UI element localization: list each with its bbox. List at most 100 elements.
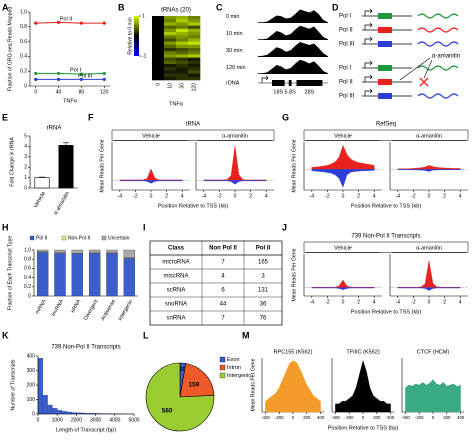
track-label: 120 min: [226, 65, 246, 71]
heat-cell: [188, 70, 201, 74]
x-tick-label: 0: [428, 299, 431, 305]
heat-cell: [152, 60, 165, 65]
y-tick-label: 400: [27, 353, 36, 359]
y-axis-label: Fold Change in rRNA: [9, 137, 15, 187]
y-axis-label: Mean Reads Per Gene: [250, 358, 256, 411]
y-tick-label: 200: [27, 382, 36, 388]
colorbar-label: Relative to 0 min: [127, 17, 133, 54]
drug-label: α-amanitin: [432, 54, 460, 60]
heat-cell: [164, 51, 177, 55]
heat-cell: [188, 60, 201, 65]
bar: [34, 177, 50, 189]
table-cell: 44: [220, 302, 227, 308]
column-label: 120: [191, 83, 197, 92]
heat-cell: [176, 16, 189, 20]
pol-label: Pol I: [339, 14, 351, 20]
x-axis-label: Position Relative to TSS (kb): [351, 309, 421, 315]
column-label: 0: [155, 83, 161, 86]
tss-arrow: [364, 88, 373, 96]
x-axis-label: TNFα: [169, 101, 184, 107]
heat-cell: [188, 44, 201, 49]
facet-title: α-amanitin: [222, 133, 248, 139]
table-header: Non Pol II: [209, 246, 237, 252]
profile-area: [311, 287, 375, 290]
pie-slice: [179, 363, 215, 398]
x-tick-label: 2000: [71, 417, 82, 423]
x-tick-label: -2: [217, 193, 222, 199]
chart-title: 739 Non-Pol II Transcripts: [351, 234, 420, 240]
heat-cell: [188, 16, 201, 20]
heat-cell: [176, 19, 189, 23]
transcript-wave: [417, 93, 459, 99]
point: [34, 71, 38, 76]
drug-pointer: [423, 59, 433, 79]
heat-cell: [176, 67, 189, 71]
heat-cell: [164, 22, 177, 26]
heat-cell: [176, 48, 189, 52]
x-tick-label: 200: [443, 415, 451, 420]
heat-cell: [188, 51, 201, 55]
profile-area: [311, 279, 375, 288]
gene-box: [378, 41, 392, 47]
heat-cell: [152, 22, 165, 26]
y-tick-label: 1: [24, 175, 27, 181]
heat-cell: [176, 60, 189, 65]
column-label: 30: [179, 83, 185, 89]
profile-area: [397, 260, 461, 288]
chart-title: tRNA: [186, 122, 200, 128]
pol-label: Pol I: [339, 66, 351, 72]
y-axis-label: Mean Reads Per Gene: [291, 248, 297, 301]
x-tick-label: -4: [310, 299, 315, 305]
feature-label: 28S: [305, 89, 315, 95]
x-tick-label: 2: [249, 193, 252, 199]
y-tick-label: 0.4: [24, 275, 31, 281]
track-area: [258, 42, 328, 57]
table-cell: 7: [221, 316, 225, 322]
y-tick-label: 300: [27, 368, 36, 374]
y-tick-label: 0.2: [20, 69, 27, 75]
legend-swatch: [29, 235, 35, 241]
panel-letter: J: [282, 222, 287, 232]
pol-label: Pol III: [339, 94, 355, 100]
heat-cell: [188, 19, 201, 23]
tss-arrow: [364, 36, 373, 44]
table-cell: 3: [261, 274, 265, 280]
track-label: 10 min: [226, 31, 243, 37]
x-tick-label: 3000: [90, 417, 101, 423]
table-cell: snoRNA: [165, 302, 187, 308]
bar-segment: [71, 249, 84, 254]
heat-cell: [164, 32, 177, 36]
bar-segment: [106, 253, 118, 297]
table-cell: 4: [221, 274, 225, 280]
x-tick-label: 80: [79, 89, 85, 95]
heat-cell: [152, 73, 165, 78]
x-tick-label: 1000: [52, 417, 63, 423]
heat-cell: [188, 67, 201, 71]
y-tick-label: 0: [24, 83, 27, 89]
profile-area: [335, 359, 391, 413]
heat-cell: [164, 28, 177, 33]
y-tick-label: 3: [24, 154, 27, 160]
x-axis-label: TNFα: [63, 98, 78, 104]
pol-label: Pol II: [339, 28, 353, 34]
heat-cell: [176, 51, 189, 55]
table-header: Class: [168, 246, 185, 252]
track-label: 30 min: [226, 48, 243, 54]
x-tick-label: 2: [357, 193, 360, 199]
panel-letter: D: [332, 2, 339, 12]
y-tick-label: 5: [24, 133, 27, 139]
heat-cell: [188, 54, 201, 58]
transcript-wave: [417, 65, 459, 71]
x-tick-label: lncRNA: [51, 298, 65, 317]
heat-cell: [176, 57, 189, 62]
gene-box: [296, 80, 323, 86]
heat-cell: [164, 38, 177, 42]
pie-slice: [145, 362, 215, 432]
gene-box: [378, 27, 392, 33]
x-tick-label: Intergenic: [117, 298, 134, 321]
chart-title: RefSeq: [376, 122, 396, 128]
table-cell: 76: [260, 316, 267, 322]
x-tick-label: 400: [387, 415, 395, 420]
heat-cell: [188, 28, 201, 33]
x-axis-label: Position Relative to TSS (kb): [158, 203, 228, 209]
